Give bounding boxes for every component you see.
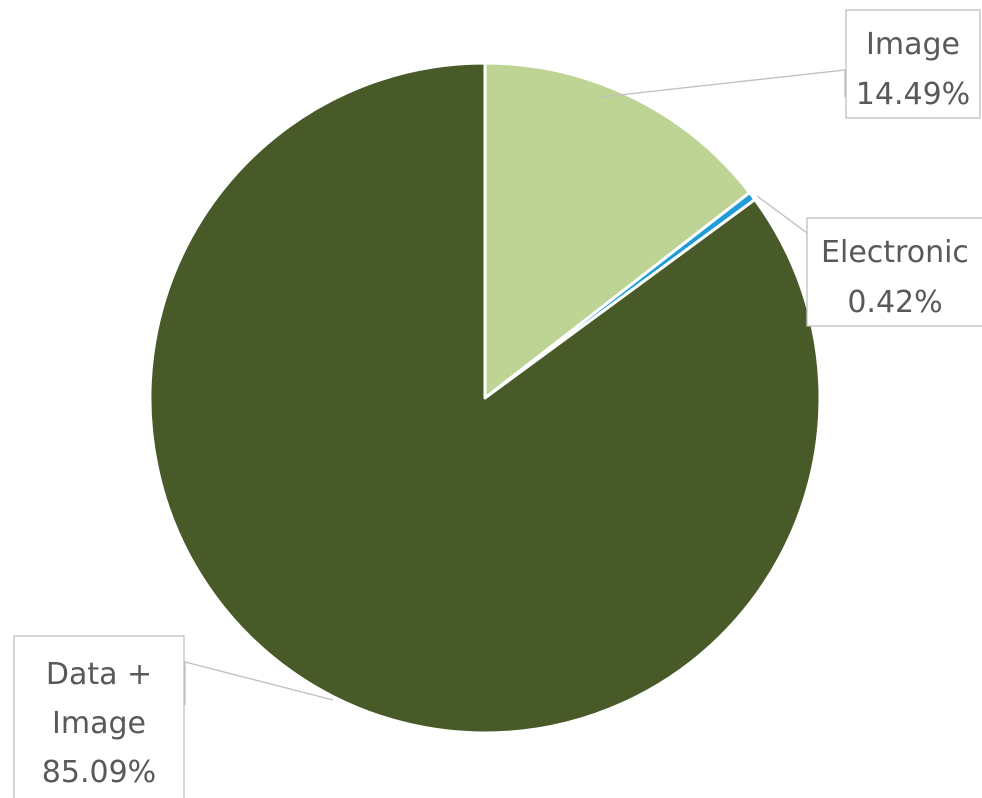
- slice-label-electronic-value: 0.42%: [847, 285, 942, 320]
- pie-slice-image: [483, 61, 752, 400]
- leader-line-data-image: [184, 661, 334, 705]
- pie-slice-data-image: [148, 61, 822, 735]
- slice-label-image-name: Image: [866, 27, 960, 62]
- slice-label-electronic-name: Electronic: [821, 235, 969, 270]
- callout-electronic: Electronic 0.42%: [806, 217, 982, 327]
- slice-label-data-image-value: 85.09%: [42, 755, 156, 790]
- leader-line-image: [600, 69, 846, 98]
- callout-image: Image 14.49%: [845, 9, 981, 119]
- slice-label-data-image-name-line1: Data +: [46, 657, 152, 692]
- pie-slices: [148, 61, 822, 735]
- slice-label-data-image-name-line2: Image: [52, 706, 146, 741]
- slice-label-image-value: 14.49%: [856, 77, 970, 112]
- callout-data-image: Data + Image 85.09%: [13, 635, 185, 798]
